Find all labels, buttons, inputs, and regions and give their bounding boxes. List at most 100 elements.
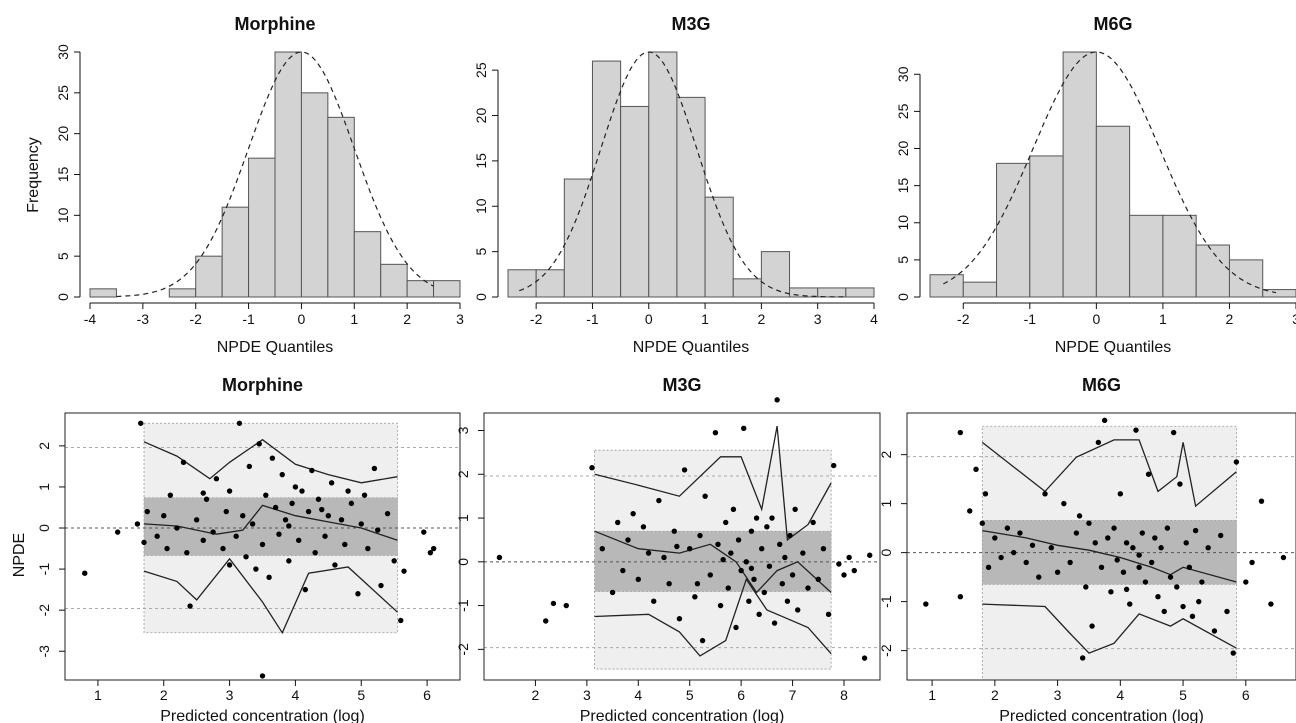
- data-point: [114, 529, 121, 535]
- x-tick-label: 2: [403, 311, 411, 327]
- lower-percentile-line: [143, 557, 398, 635]
- data-point: [200, 537, 206, 544]
- data-point: [378, 582, 384, 589]
- panel-title: M6G: [1093, 14, 1132, 34]
- lower-percentile-line: [982, 603, 1237, 654]
- data-point: [1167, 574, 1174, 580]
- y-tick-label: -2: [878, 644, 894, 657]
- data-point: [338, 517, 345, 523]
- data-point: [651, 598, 657, 604]
- data-point: [1199, 579, 1205, 585]
- data-point: [973, 466, 979, 473]
- y-tick-label: 25: [55, 85, 71, 101]
- x-tick-label: -3: [137, 311, 150, 327]
- y-tick-label: 30: [55, 44, 71, 60]
- data-point: [1136, 552, 1142, 558]
- data-point: [328, 480, 335, 486]
- y-tick-label: 10: [895, 215, 911, 231]
- upper-percentile-line: [143, 438, 398, 484]
- data-point: [286, 523, 292, 529]
- data-point: [496, 554, 503, 561]
- x-axis-title: NPDE Quantiles: [633, 339, 750, 356]
- data-point: [753, 515, 760, 521]
- x-tick-label: 6: [423, 687, 431, 703]
- data-point: [1017, 530, 1023, 536]
- data-point: [720, 556, 726, 563]
- y-tick-label: 5: [895, 256, 911, 264]
- histogram-bar: [248, 157, 276, 298]
- data-point: [1164, 525, 1171, 531]
- data-point: [967, 508, 973, 514]
- upper-percentile-line: [594, 425, 832, 542]
- y-axis: -3 -2 -1 0 1 2: [36, 442, 65, 658]
- x-tick-label: 2: [757, 311, 765, 327]
- histogram-bar: [1129, 214, 1164, 298]
- data-point: [134, 521, 141, 527]
- data-point: [144, 508, 150, 515]
- data-point: [748, 528, 755, 534]
- x-axis: -2 -1 0 1 2 3: [957, 302, 1296, 327]
- data-point: [263, 492, 269, 498]
- data-point: [1177, 481, 1183, 487]
- data-point: [687, 545, 693, 552]
- x-tick-label: 4: [1116, 687, 1124, 703]
- data-point: [174, 525, 180, 531]
- data-point: [779, 581, 785, 587]
- data-point: [1117, 491, 1124, 497]
- data-point: [1136, 564, 1142, 571]
- histogram-bar: [620, 105, 650, 298]
- x-tick-label: 8: [840, 687, 848, 703]
- histogram-bar: [433, 280, 461, 298]
- data-point: [1155, 594, 1161, 600]
- data-point: [820, 545, 827, 552]
- histogram-bar: [406, 280, 435, 298]
- panel-title: M3G: [671, 14, 710, 34]
- data-point: [141, 539, 147, 546]
- data-point: [203, 496, 210, 502]
- data-point: [213, 476, 220, 482]
- data-point: [259, 541, 266, 548]
- data-point: [391, 558, 397, 564]
- y-axis: -2 -1 0 1 2 3: [455, 426, 484, 656]
- panel-3: Morphine 1 2 3 4 5 6 -3 -2 -1 0 1 2 Predicted concent…: [36, 375, 461, 723]
- data-point: [309, 467, 315, 474]
- data-point: [666, 581, 672, 587]
- y-tick-label: 20: [55, 126, 71, 142]
- data-point: [315, 496, 322, 502]
- median-interval-band: [981, 519, 1237, 585]
- x-tick-label: 5: [1179, 687, 1187, 703]
- histogram-bar: [996, 162, 1031, 298]
- data-point: [319, 506, 325, 513]
- data-point: [1083, 584, 1089, 590]
- x-tick-label: 5: [357, 687, 365, 703]
- y-tick-label: 1: [455, 514, 471, 522]
- y-tick-label: 10: [473, 198, 489, 214]
- x-tick-label: 3: [1292, 311, 1296, 327]
- data-point: [746, 598, 752, 604]
- x-tick-label: 1: [928, 687, 936, 703]
- histogram-bar: [535, 269, 565, 298]
- x-tick-label: -2: [957, 311, 970, 327]
- data-point: [766, 563, 773, 569]
- data-point: [846, 554, 852, 561]
- data-point: [430, 545, 437, 552]
- data-point: [272, 504, 279, 511]
- y-tick-label: -1: [455, 599, 471, 612]
- data-point: [305, 508, 312, 515]
- y-tick-label: -3: [36, 645, 52, 658]
- data-point: [748, 565, 755, 572]
- data-point: [226, 488, 233, 494]
- data-point: [1127, 601, 1133, 607]
- data-point: [661, 554, 667, 561]
- data-point: [625, 537, 631, 543]
- x-axis: -4 -3 -2 -1 0 1 2 3: [84, 302, 464, 327]
- histogram-bar: [507, 269, 537, 298]
- data-point: [1101, 417, 1108, 424]
- y-tick-label: 0: [36, 524, 52, 532]
- histogram-bar: [962, 281, 998, 298]
- data-point: [1120, 569, 1127, 575]
- median-line: [982, 529, 1237, 583]
- histogram-bar: [221, 206, 250, 298]
- histogram-bar: [89, 288, 117, 298]
